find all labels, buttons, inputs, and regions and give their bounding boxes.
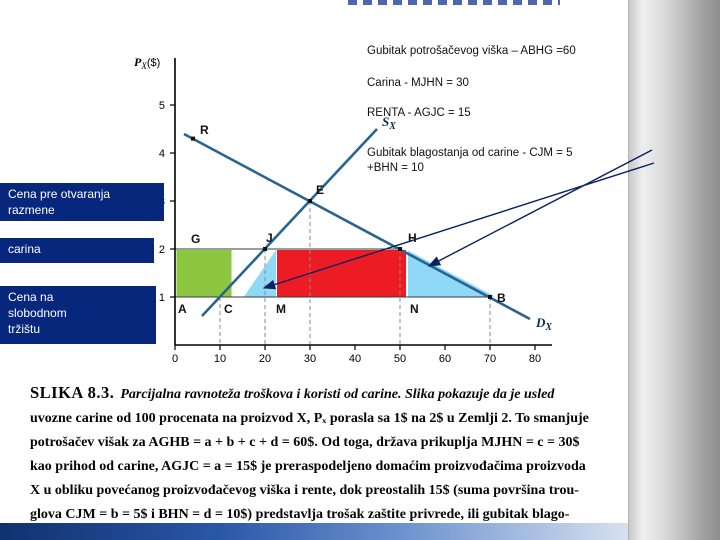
region-d-bhn-triangle	[408, 250, 495, 297]
annotation-welfare-loss-line1: Gubitak blagostanja od carine - CJM = 5	[367, 147, 573, 159]
arrow-to-cjm-triangle	[262, 162, 655, 290]
point-label-H: H	[408, 231, 417, 245]
annotation-arrows	[262, 149, 655, 290]
point-label-B: B	[497, 291, 506, 305]
marker-B	[488, 295, 492, 299]
supply-curve	[201, 128, 378, 317]
marker-R	[191, 136, 195, 141]
region-b-cjm-triangle	[244, 250, 276, 297]
label-line: razmene	[8, 203, 55, 217]
clipped-slide-title	[348, 0, 560, 5]
axis-ticks	[170, 104, 536, 350]
x-tick-70: 70	[484, 353, 496, 365]
x-tick-10: 10	[214, 353, 226, 365]
demand-curve	[183, 132, 531, 321]
slide-side-strip	[628, 0, 720, 540]
label-box-price-before-trade: Cena pre otvaranja razmene	[0, 183, 164, 221]
demand-curve-label: DX	[535, 315, 552, 333]
x-tick-60: 60	[439, 353, 451, 365]
caption-line-6: glova CJM = b = 5$ i BHN = d = 10$) pred…	[30, 507, 570, 522]
label-line: Cena na	[8, 290, 54, 304]
y-tick-4: 4	[159, 148, 165, 160]
x-tick-0: 0	[172, 353, 178, 365]
y-tick-1: 1	[159, 292, 165, 304]
point-label-J: J	[266, 231, 273, 245]
y-tick-2: 2	[159, 244, 165, 256]
caption-line-3: potrošačev višak za AGHB = a + b + c + d…	[30, 435, 580, 450]
point-labels: R E G J H A C M N B	[178, 123, 506, 316]
point-label-M: M	[276, 302, 286, 316]
x-tick-80: 80	[529, 353, 541, 365]
arrow-to-bhn-triangle	[427, 149, 653, 267]
slide-bottom-bar	[0, 523, 628, 540]
label-box-free-market-price: Cena na slobodnom tržištu	[0, 286, 156, 344]
label-box-tariff: carina	[0, 238, 154, 263]
x-tick-50: 50	[394, 353, 406, 365]
point-label-C: C	[224, 302, 233, 316]
annotation-consumer-surplus: Gubitak potrošačevog viška – ABHG =60	[367, 45, 576, 57]
point-markers	[191, 136, 492, 299]
label-line: Cena pre otvaranja	[8, 187, 111, 201]
point-label-N: N	[410, 302, 419, 316]
point-label-A: A	[178, 302, 187, 316]
caption-line-4: kao prihod od carine, AGJC = a = 15$ je …	[30, 459, 586, 474]
annotation-welfare-loss: Gubitak blagostanja od carine - CJM = 5 …	[367, 146, 573, 176]
caption-line-1: SLIKA 8.3. Parcijalna ravnoteža troškova …	[30, 381, 690, 407]
x-tick-30: 30	[304, 353, 316, 365]
region-c-tariff-revenue	[277, 250, 406, 297]
annotation-rent: RENTA - AGJC = 15	[367, 107, 471, 119]
x-tick-labels: 0 10 20 30 40 50 60 70 80	[172, 353, 541, 365]
marker-H	[398, 247, 402, 251]
x-tick-20: 20	[259, 353, 271, 365]
point-label-R: R	[200, 123, 209, 137]
point-label-E: E	[316, 183, 324, 197]
x-tick-40: 40	[349, 353, 361, 365]
region-a-producer-rent	[176, 250, 232, 297]
y-axis-label: PX($)	[134, 55, 160, 71]
y-tick-5: 5	[159, 100, 165, 112]
price-level-lines	[175, 248, 490, 298]
caption-line-2: uvozne carine od 100 procenata na proizv…	[30, 411, 589, 426]
tariff-welfare-chart: 0 10 20 30 40 50 60 70 80 1 2 3 4 5 PX($…	[134, 55, 655, 365]
figure-caption: SLIKA 8.3. Parcijalna ravnoteža troškova …	[30, 381, 690, 527]
caption-figure-title: Parcijalna ravnoteža troškova i koristi …	[120, 387, 555, 402]
marker-E	[308, 199, 312, 203]
point-label-G: G	[191, 232, 200, 246]
label-line: slobodnom	[8, 306, 67, 320]
caption-line-5: X u obliku povećanog proizvođačevog višk…	[30, 483, 579, 498]
caption-figure-number: SLIKA 8.3.	[30, 383, 115, 402]
label-line: carina	[8, 242, 41, 256]
annotation-welfare-loss-line2: +BHN = 10	[367, 162, 424, 174]
annotation-tariff: Carina - MJHN = 30	[367, 77, 469, 89]
label-line: tržištu	[8, 322, 41, 336]
marker-J	[263, 247, 267, 251]
supply-curve-label: SX	[382, 114, 396, 132]
dashed-guides	[219, 201, 491, 344]
